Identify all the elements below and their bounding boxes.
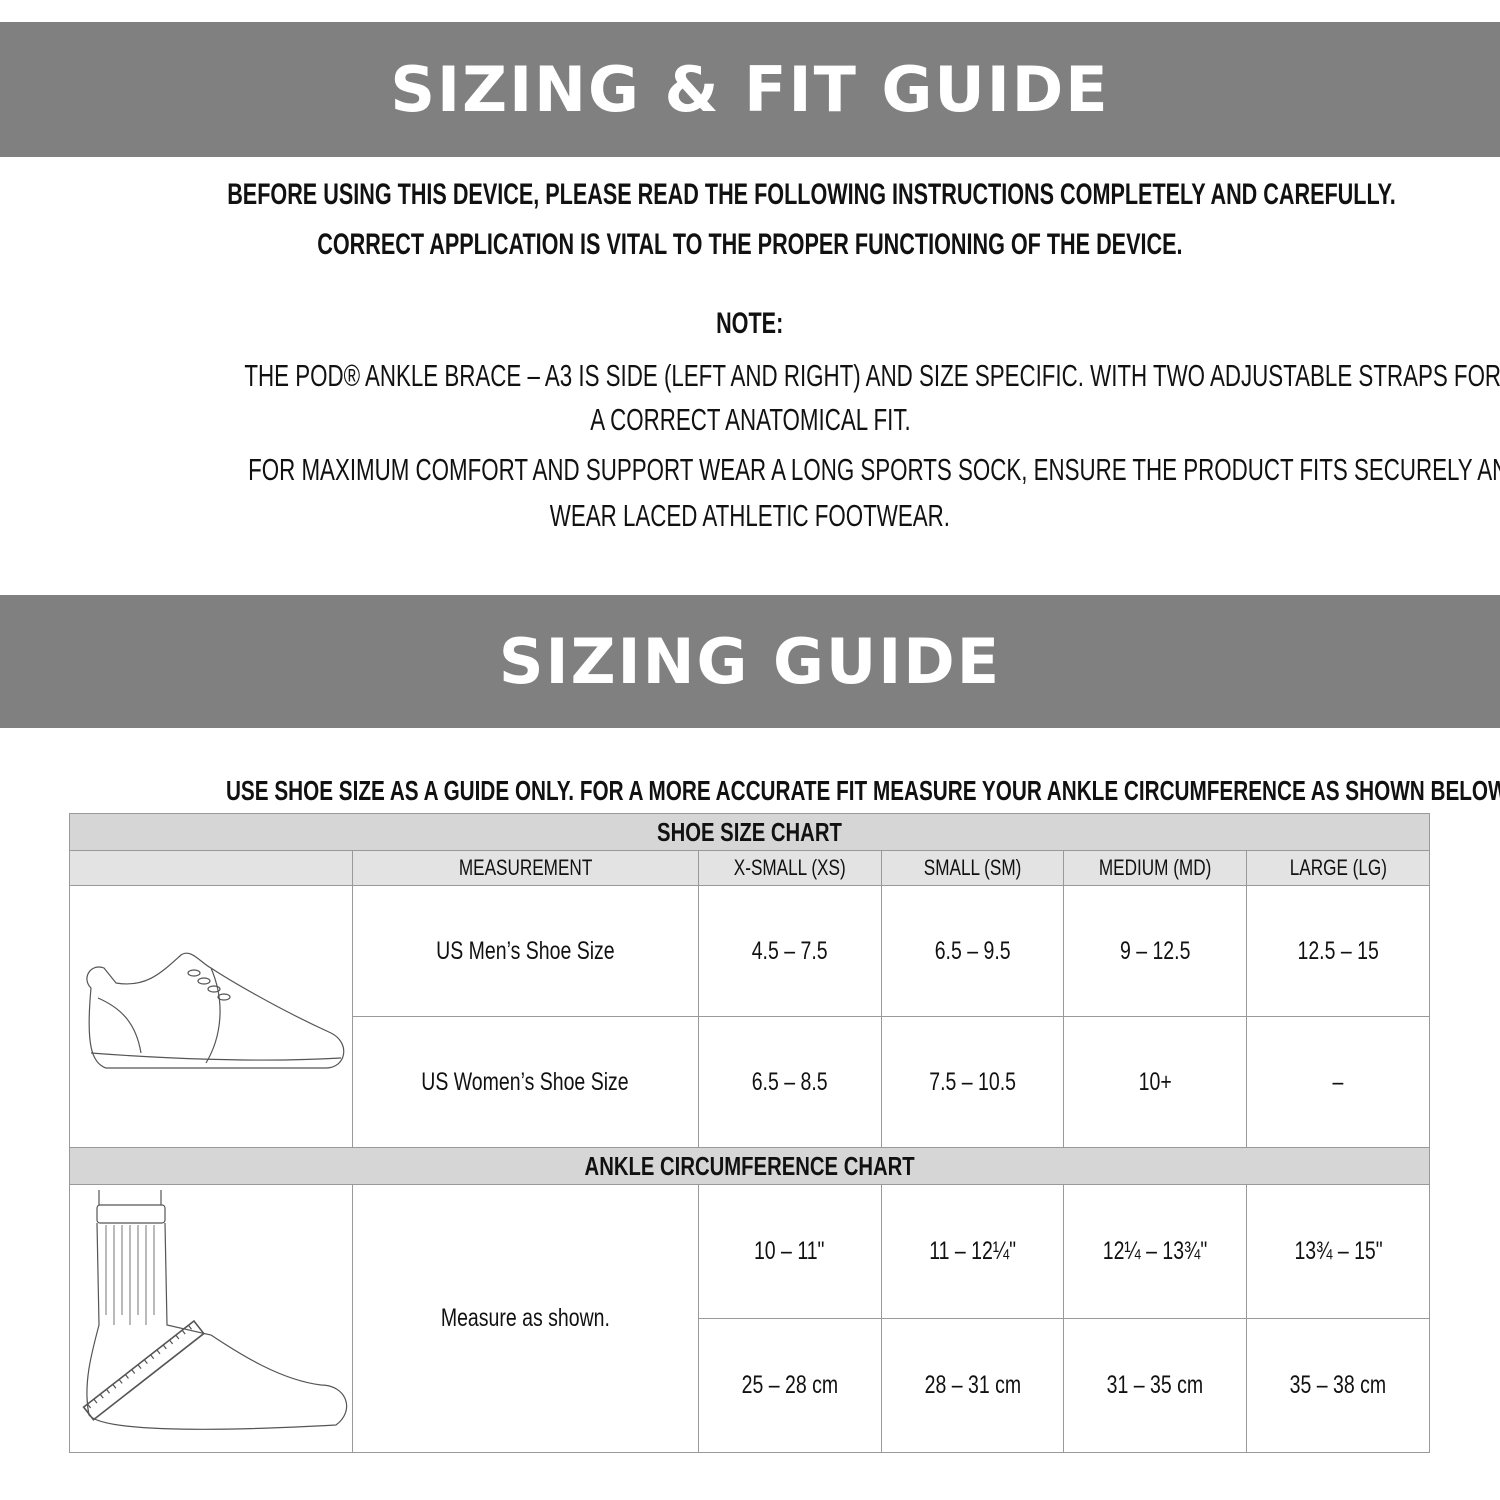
table-row: US Women’s Shoe Size 6.5 – 8.5 7.5 – 10.…	[70, 1016, 1430, 1148]
header-sm: SMALL (SM)	[880, 850, 1065, 886]
ankle-chart-title: ANKLE CIRCUMFERENCE CHART	[69, 1147, 1430, 1185]
note-heading: NOTE:	[716, 307, 784, 340]
header-md: MEDIUM (MD)	[1063, 850, 1248, 886]
ankle-measure-label: Measure as shown.	[351, 1184, 699, 1453]
table-row: 25 – 28 cm 28 – 31 cm 31 – 35 cm 35 – 38…	[70, 1318, 1430, 1453]
banner-title: SIZING & FIT GUIDE	[390, 53, 1110, 126]
sock-illustration	[69, 1184, 353, 1453]
note-line-3: FOR MAXIMUM COMFORT AND SUPPORT WEAR A L…	[248, 452, 1500, 487]
header-lg: LARGE (LG)	[1246, 850, 1430, 886]
intro-line-2: CORRECT APPLICATION IS VITAL TO THE PROP…	[317, 228, 1183, 261]
table-row: Measure as shown. 10 – 11" 11 – 12¼" 12¼…	[69, 1184, 1430, 1453]
note-line-1: THE POD® ANKLE BRACE – A3 IS SIDE (LEFT …	[244, 358, 1500, 393]
banner-title: SIZING GUIDE	[498, 625, 1002, 698]
cell-measurement: US Men’s Shoe Size	[351, 885, 699, 1017]
sizing-table: SHOE SIZE CHART MEASUREMENT X-SMALL (XS)…	[69, 813, 1430, 1453]
note-line-4: WEAR LACED ATHLETIC FOOTWEAR.	[549, 498, 951, 533]
shoe-illustration	[69, 885, 353, 1148]
table-row: US Men’s Shoe Size 4.5 – 7.5 6.5 – 9.5 9…	[69, 885, 1430, 1148]
note-line-2: A CORRECT ANATOMICAL FIT.	[589, 402, 911, 437]
cell-measurement: US Women’s Shoe Size	[351, 1016, 699, 1148]
fit-guide-banner: SIZING & FIT GUIDE	[0, 22, 1500, 157]
guide-note: USE SHOE SIZE AS A GUIDE ONLY. FOR A MOR…	[225, 775, 1500, 806]
header-measurement: MEASUREMENT	[351, 850, 699, 886]
sizing-guide-banner: SIZING GUIDE	[0, 595, 1500, 728]
shoe-size-chart-title: SHOE SIZE CHART	[69, 813, 1430, 851]
header-xs: X-SMALL (XS)	[697, 850, 882, 886]
intro-line-1: BEFORE USING THIS DEVICE, PLEASE READ TH…	[227, 178, 1396, 211]
